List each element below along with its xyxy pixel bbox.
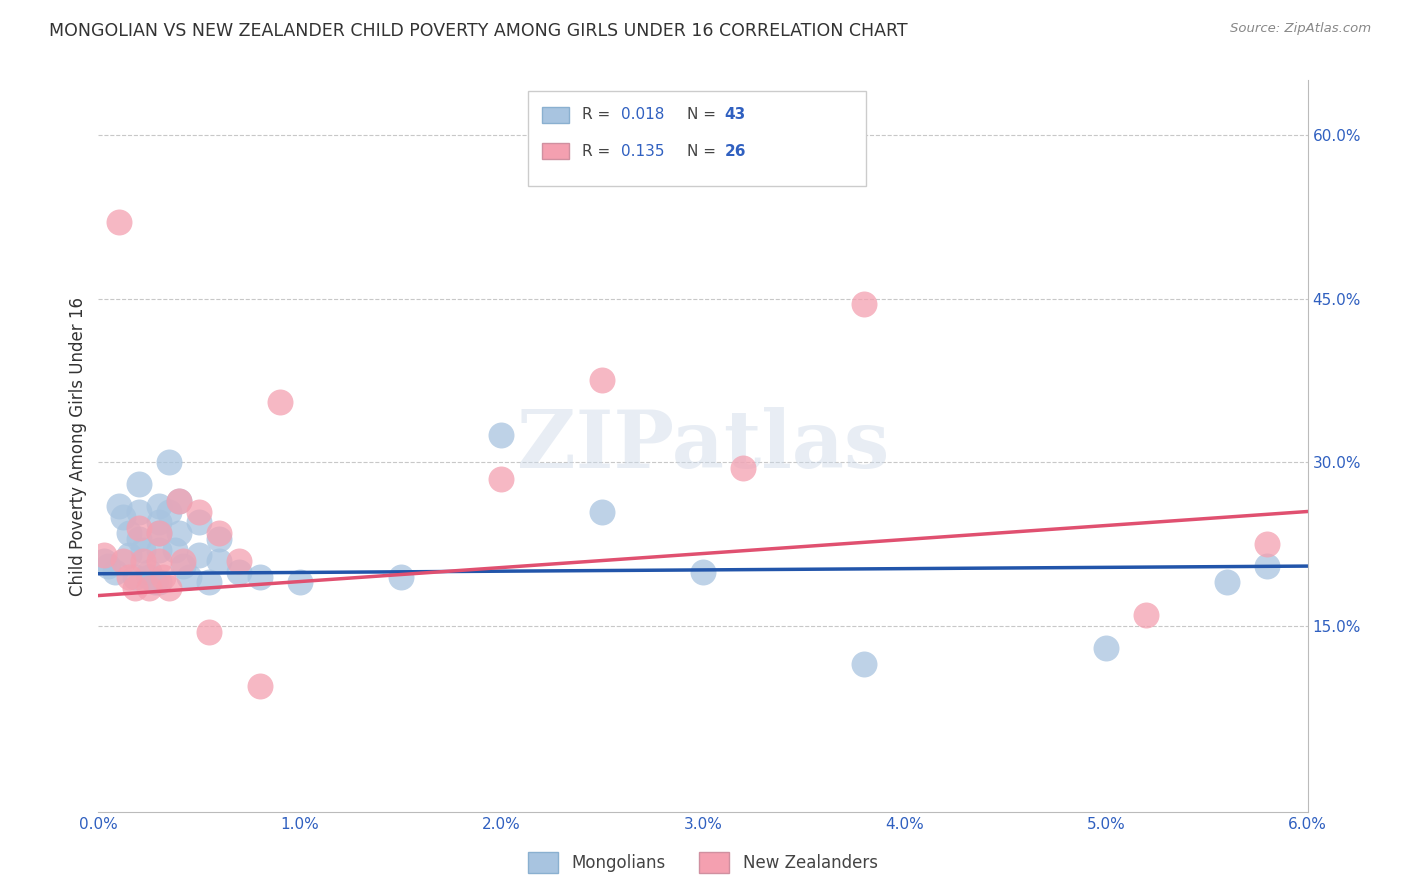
Point	[172, 554, 194, 568]
Text: 26: 26	[724, 144, 747, 159]
Point	[111, 554, 134, 568]
Point	[188, 504, 211, 518]
Point	[208, 554, 231, 568]
Point	[148, 516, 170, 530]
Text: N =: N =	[688, 144, 721, 159]
Text: MONGOLIAN VS NEW ZEALANDER CHILD POVERTY AMONG GIRLS UNDER 16 CORRELATION CHART: MONGOLIAN VS NEW ZEALANDER CHILD POVERTY…	[49, 22, 908, 40]
Point	[228, 565, 250, 579]
Point	[167, 493, 190, 508]
Text: 43: 43	[724, 107, 747, 122]
Point	[163, 542, 186, 557]
Text: R =: R =	[582, 144, 616, 159]
Point	[172, 559, 194, 574]
FancyBboxPatch shape	[543, 107, 569, 123]
Point	[591, 374, 613, 388]
Point	[188, 516, 211, 530]
Point	[138, 570, 160, 584]
Point	[733, 460, 755, 475]
Text: ZIPatlas: ZIPatlas	[517, 407, 889, 485]
Point	[138, 565, 160, 579]
Point	[389, 570, 412, 584]
Y-axis label: Child Poverty Among Girls Under 16: Child Poverty Among Girls Under 16	[69, 296, 87, 596]
Point	[118, 570, 141, 584]
Point	[111, 510, 134, 524]
Point	[107, 499, 129, 513]
Point	[208, 532, 231, 546]
Point	[157, 581, 180, 595]
Point	[128, 521, 150, 535]
Point	[132, 554, 155, 568]
Point	[228, 554, 250, 568]
Point	[128, 477, 150, 491]
Point	[1135, 608, 1157, 623]
Point	[853, 297, 876, 311]
Point	[198, 575, 221, 590]
Point	[138, 581, 160, 595]
Point	[132, 542, 155, 557]
Point	[118, 526, 141, 541]
Point	[148, 575, 170, 590]
Point	[188, 548, 211, 562]
FancyBboxPatch shape	[527, 91, 866, 186]
Point	[148, 499, 170, 513]
Point	[124, 581, 146, 595]
Point	[148, 542, 170, 557]
Text: R =: R =	[582, 107, 616, 122]
Point	[1095, 640, 1118, 655]
Point	[128, 532, 150, 546]
Text: N =: N =	[688, 107, 721, 122]
Point	[1216, 575, 1239, 590]
Point	[93, 548, 115, 562]
Text: Source: ZipAtlas.com: Source: ZipAtlas.com	[1230, 22, 1371, 36]
Point	[269, 395, 291, 409]
Point	[198, 624, 221, 639]
Point	[103, 565, 125, 579]
Point	[1256, 559, 1278, 574]
Point	[157, 455, 180, 469]
Point	[1256, 537, 1278, 551]
Point	[93, 554, 115, 568]
Point	[124, 570, 146, 584]
Point	[148, 526, 170, 541]
Point	[491, 428, 513, 442]
Point	[157, 504, 180, 518]
Text: 0.018: 0.018	[621, 107, 664, 122]
Point	[167, 493, 190, 508]
Point	[249, 570, 271, 584]
Point	[107, 215, 129, 229]
Point	[118, 548, 141, 562]
Text: 0.135: 0.135	[621, 144, 664, 159]
Point	[148, 526, 170, 541]
Point	[97, 559, 120, 574]
Point	[692, 565, 714, 579]
Point	[288, 575, 311, 590]
Point	[591, 504, 613, 518]
Point	[249, 679, 271, 693]
Point	[128, 504, 150, 518]
Point	[491, 472, 513, 486]
Point	[143, 575, 166, 590]
Point	[179, 570, 201, 584]
Point	[152, 570, 174, 584]
Point	[167, 526, 190, 541]
Point	[148, 554, 170, 568]
Point	[853, 657, 876, 672]
Point	[208, 526, 231, 541]
Legend: Mongolians, New Zealanders: Mongolians, New Zealanders	[522, 846, 884, 880]
FancyBboxPatch shape	[543, 144, 569, 160]
